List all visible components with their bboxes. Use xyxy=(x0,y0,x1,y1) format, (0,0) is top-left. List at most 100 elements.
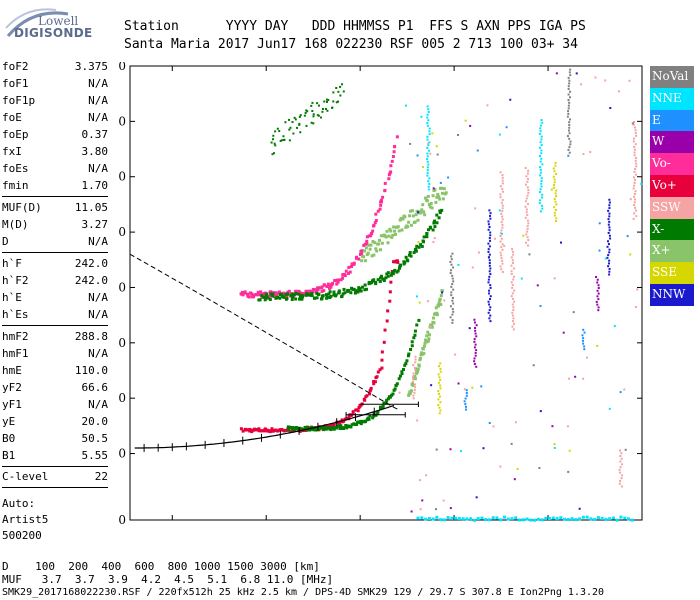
param-row-fof1: foF1 N/A xyxy=(2,75,108,92)
echo-column xyxy=(501,248,504,251)
param-row-fmin: fmin 1.70 xyxy=(2,177,108,194)
echo-column xyxy=(439,409,442,412)
echo-column xyxy=(500,268,503,271)
trace-x-plus-second-hop xyxy=(400,228,404,232)
trace-x-mode xyxy=(372,414,376,418)
trace-o-mode xyxy=(380,350,384,354)
trace-x-second-hop xyxy=(284,292,288,296)
scatter-echo xyxy=(443,299,446,302)
param-value: 11.05 xyxy=(74,201,108,214)
echo-column xyxy=(426,116,429,119)
scatter-echo xyxy=(596,344,599,347)
trace-o-second-hop xyxy=(390,159,394,163)
scatter-echo xyxy=(449,507,452,510)
trace-x-plus xyxy=(425,334,429,338)
trace-x-second-hop xyxy=(433,219,437,223)
trace-x-plus-second-hop xyxy=(384,235,388,239)
echo-column xyxy=(634,143,637,146)
echo-column xyxy=(608,207,611,210)
scatter-echo xyxy=(505,126,508,129)
trace-o-second-hop xyxy=(255,293,259,297)
trace-x-second-hop xyxy=(435,213,439,217)
echo-column xyxy=(475,335,478,338)
trace-x-mode xyxy=(331,425,335,429)
scatter-echo xyxy=(476,149,479,152)
param-label: h`Es xyxy=(2,308,29,321)
ground-echo xyxy=(626,517,630,521)
echo-column xyxy=(582,337,585,340)
trace-o-second-hop xyxy=(243,291,247,295)
trace-x-plus-second-hop xyxy=(437,195,441,199)
echo-column xyxy=(510,256,513,259)
echo-column xyxy=(511,303,514,306)
echo-column xyxy=(608,267,611,270)
trace-x-mode xyxy=(409,347,413,351)
muf-curve xyxy=(129,253,398,410)
scatter-echo xyxy=(613,324,616,327)
trace-o-second-hop xyxy=(320,285,324,289)
ground-echo xyxy=(555,517,559,521)
echo-column xyxy=(566,135,569,138)
y-tick-label: 700 xyxy=(118,170,126,184)
trace-o-second-hop xyxy=(365,242,369,246)
echo-column xyxy=(596,295,599,298)
trace-third-hop xyxy=(323,100,326,103)
trace-o-second-hop xyxy=(352,261,356,265)
param-row-hmf2: hmF2 288.8 xyxy=(2,328,108,345)
param-value: N/A xyxy=(88,111,108,124)
echo-column xyxy=(501,174,504,177)
param-row-fxi: fxI 3.80 xyxy=(2,143,108,160)
trace-x-plus xyxy=(426,330,430,334)
echo-column xyxy=(428,182,431,185)
trace-o-second-hop xyxy=(360,252,364,256)
trace-x-plus-second-hop xyxy=(364,246,368,250)
echo-column xyxy=(511,292,514,295)
echo-column xyxy=(451,313,454,316)
trace-x-plus-second-hop xyxy=(423,213,427,217)
scatter-echo xyxy=(409,142,412,145)
trace-x-mode xyxy=(382,401,386,405)
echo-column xyxy=(450,291,453,294)
ground-echo xyxy=(514,516,518,520)
trace-o-second-hop xyxy=(329,285,333,289)
trace-x-plus-second-hop xyxy=(415,209,419,213)
trace-o-second-hop xyxy=(325,285,329,289)
echo-column xyxy=(567,112,570,115)
trace-x-second-hop xyxy=(368,281,372,285)
trace-third-hop xyxy=(288,128,291,131)
scatter-echo xyxy=(629,253,632,256)
param-label: hmF2 xyxy=(2,330,29,343)
echo-column xyxy=(511,314,514,317)
header-values: Santa Maria 2017 Jun17 168 022230 RSF 00… xyxy=(124,37,578,52)
trace-o-mode xyxy=(252,428,256,432)
echo-column xyxy=(489,320,492,323)
scatter-echo xyxy=(598,222,601,225)
echo-column xyxy=(634,129,637,132)
param-label: fxI xyxy=(2,145,22,158)
scatter-echo xyxy=(629,198,632,201)
trace-o-mode xyxy=(369,388,373,392)
echo-column xyxy=(606,245,609,248)
trace-o-mode xyxy=(248,427,252,431)
trace-o-second-hop xyxy=(387,177,391,181)
trace-x-plus-second-hop xyxy=(377,242,381,246)
scatter-echo xyxy=(435,448,438,451)
echo-column xyxy=(487,248,490,251)
scatter-echo xyxy=(457,134,460,137)
echo-column xyxy=(583,331,586,334)
trace-x-second-hop xyxy=(396,269,400,273)
trace-x-plus-second-hop xyxy=(380,241,384,245)
echo-column xyxy=(527,169,530,172)
echo-column xyxy=(553,197,556,200)
scatter-echo xyxy=(513,478,516,481)
trace-o-second-hop xyxy=(322,289,326,293)
echo-column xyxy=(437,390,440,393)
trace-third-hop xyxy=(335,101,338,104)
trace-x-mode xyxy=(374,413,378,417)
scatter-echo xyxy=(432,187,435,190)
trace-x-plus-second-hop xyxy=(444,191,448,195)
trace-x-mode xyxy=(355,423,359,427)
trace-x-plus-second-hop xyxy=(373,241,377,245)
echo-column xyxy=(540,135,543,138)
echo-column xyxy=(608,248,611,251)
